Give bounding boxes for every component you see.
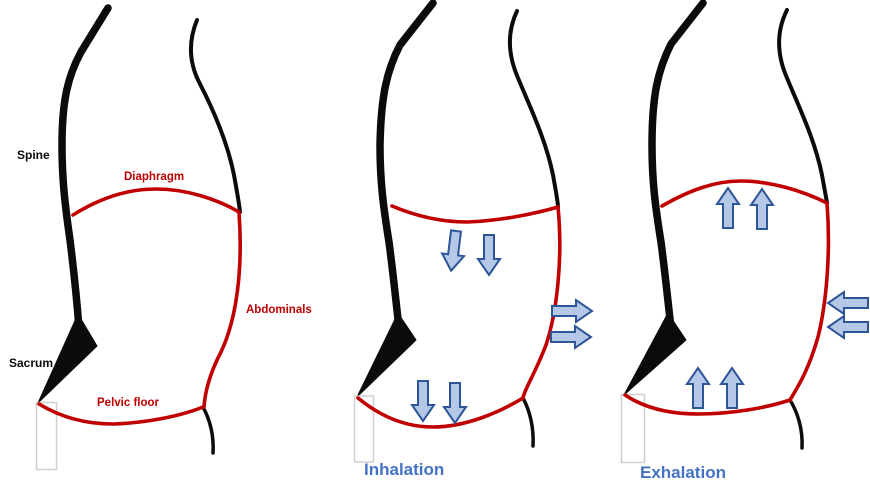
- figure-anatomy: Spine Diaphragm Abdominals Sacrum Pelvic…: [9, 4, 312, 471]
- left-arrow-icon: [827, 291, 869, 315]
- spine-label: Spine: [17, 148, 50, 162]
- abdominals-line: [788, 201, 831, 402]
- pelvic-floor-line: [356, 396, 525, 429]
- tailbone-rect: [353, 395, 375, 463]
- abdominals-line: [521, 205, 562, 400]
- sacrum-wedge: [37, 313, 98, 404]
- lower-body-line: [201, 405, 215, 455]
- diaphragm-label: Diaphragm: [124, 171, 184, 183]
- sacrum-wedge: [623, 312, 687, 396]
- diaphragm-line: [390, 204, 560, 224]
- diaphragm-line: [71, 187, 241, 217]
- abdominals-line: [202, 210, 242, 409]
- up-arrow-icon: [750, 188, 774, 230]
- lower-body-line: [788, 398, 804, 450]
- figure-exhalation: Exhalation: [620, 0, 869, 482]
- left-arrow-icon: [827, 315, 869, 339]
- down-arrow-icon: [411, 380, 435, 422]
- front-body-line: [188, 18, 242, 214]
- down-arrow-icon: [443, 382, 467, 424]
- front-body-line: [508, 9, 560, 209]
- spine-line: [58, 4, 112, 332]
- pelvic-floor-line: [37, 402, 205, 426]
- down-arrow-icon: [439, 228, 468, 274]
- abdominals-label: Abdominals: [246, 304, 312, 316]
- pelvic-floor-line: [623, 393, 792, 416]
- front-body-line: [777, 8, 829, 205]
- spine-line: [376, 0, 437, 332]
- sacrum-label: Sacrum: [9, 356, 53, 370]
- sacrum-wedge: [356, 312, 417, 398]
- up-arrow-icon: [716, 187, 740, 229]
- tailbone-rect: [620, 393, 646, 464]
- lower-body-line: [521, 396, 535, 448]
- right-arrow-icon: [551, 299, 593, 323]
- figure-inhalation: Inhalation: [353, 0, 593, 479]
- up-arrow-icon: [686, 367, 710, 409]
- inhalation-caption: Inhalation: [364, 460, 444, 479]
- down-arrow-icon: [477, 234, 501, 276]
- exhalation-caption: Exhalation: [640, 463, 726, 482]
- pelvic-floor-label: Pelvic floor: [97, 397, 160, 409]
- tailbone-rect: [35, 401, 58, 471]
- up-arrow-icon: [720, 367, 744, 409]
- diaphragm-line: [660, 179, 829, 208]
- right-arrow-icon: [550, 325, 592, 349]
- spine-line: [648, 0, 707, 332]
